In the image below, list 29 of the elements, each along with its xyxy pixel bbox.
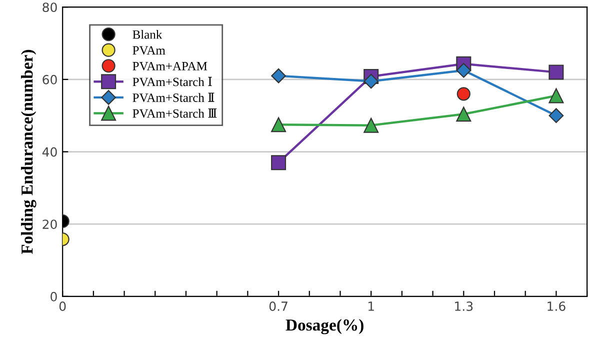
point <box>271 68 286 84</box>
point <box>271 155 286 170</box>
y-tick-label: 60 <box>42 74 57 84</box>
legend-label: PVAm+Starch Ⅲ <box>132 108 217 118</box>
point <box>456 106 472 122</box>
legend-label: PVAm+Starch Ⅱ <box>132 92 214 102</box>
x-tick-label: 1 <box>368 302 374 311</box>
point <box>548 108 564 124</box>
x-axis-title: Dosage(%) <box>286 318 364 334</box>
point <box>456 87 470 101</box>
x-tick-label: 0 <box>59 302 66 311</box>
legend-label: PVAm <box>132 46 166 55</box>
point <box>548 64 564 80</box>
y-tick-label: 0 <box>50 292 57 302</box>
x-tick-label: 1.3 <box>455 302 473 311</box>
x-tick-label: 1.6 <box>548 302 566 311</box>
point <box>271 117 286 132</box>
point <box>456 62 472 78</box>
legend-label: PVAm+Starch Ⅰ <box>132 76 212 86</box>
y-tick-label: 40 <box>42 147 57 157</box>
y-tick-label: 80 <box>42 2 57 12</box>
legend-label: Blank <box>132 30 162 39</box>
point <box>364 118 379 133</box>
x-tick-label: 0.7 <box>269 302 288 311</box>
legend-label: PVAm+APAM <box>132 62 208 70</box>
y-tick-label: 20 <box>42 220 57 230</box>
point <box>548 88 564 104</box>
point <box>364 74 379 89</box>
y-axis-title: Folding Endurance(number) <box>21 50 36 254</box>
